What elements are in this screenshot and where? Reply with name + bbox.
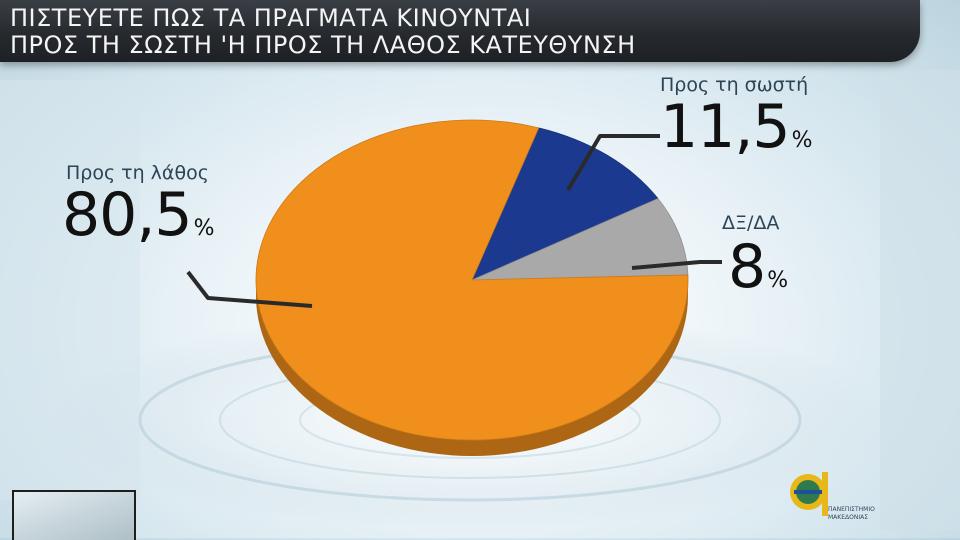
slice-label-wrong: Προς τη λάθος <box>66 162 209 184</box>
title-line-2: ΠΡΟΣ ΤΗ ΣΩΣΤΗ 'Η ΠΡΟΣ ΤΗ ΛΑΘΟΣ ΚΑΤΕΥΘΥΝΣ… <box>10 31 636 59</box>
leader-lines <box>186 134 722 308</box>
slice-value-dkna-wrap: 8% <box>728 232 788 302</box>
slice-value-dkna: 8 <box>728 232 766 302</box>
leader-line-1 <box>631 260 722 270</box>
slice-unit-dkna: % <box>767 268 789 293</box>
logo-band-icon <box>794 490 822 494</box>
right-panel-decoration <box>880 70 960 530</box>
leader-line-0 <box>566 134 660 192</box>
slice-label-dkna: ΔΞ/ΔΑ <box>722 212 780 234</box>
pie-slice-2 <box>255 119 689 441</box>
pie-slice-0 <box>471 127 659 281</box>
logo-bar-icon <box>822 472 828 516</box>
slice-value-wrong: 80,5 <box>62 180 193 250</box>
slice-unit-correct: % <box>791 128 813 153</box>
pie-slice-1 <box>471 198 689 281</box>
slice-value-correct: 11,5 <box>660 92 791 162</box>
slice-value-correct-wrap: 11,5% <box>660 92 813 162</box>
university-logo: ΠΑΝΕΠΙΣΤΗΜΙΟ ΜΑΚΕΔΟΝΙΑΣ <box>786 462 904 528</box>
slice-label-correct: Προς τη σωστή <box>660 74 809 96</box>
title-bar: ΠΙΣΤΕΥΕΤΕ ΠΩΣ ΤΑ ΠΡΑΓΜΑΤΑ ΚΙΝΟΥΝΤΑΙ ΠΡΟΣ… <box>0 0 920 62</box>
title-line-1: ΠΙΣΤΕΥΕΤΕ ΠΩΣ ΤΑ ΠΡΑΓΜΑΤΑ ΚΙΝΟΥΝΤΑΙ <box>10 4 532 32</box>
logo-text-2: ΜΑΚΕΔΟΝΙΑΣ <box>828 514 868 521</box>
pie-slices <box>255 119 689 441</box>
video-inset-thumbnail <box>12 490 136 540</box>
leader-line-2 <box>186 270 313 308</box>
slice-unit-wrong: % <box>193 216 215 241</box>
logo-emblem-icon <box>790 472 828 516</box>
slice-value-wrong-wrap: 80,5% <box>62 180 215 250</box>
logo-text-1: ΠΑΝΕΠΙΣΤΗΜΙΟ <box>828 506 875 513</box>
